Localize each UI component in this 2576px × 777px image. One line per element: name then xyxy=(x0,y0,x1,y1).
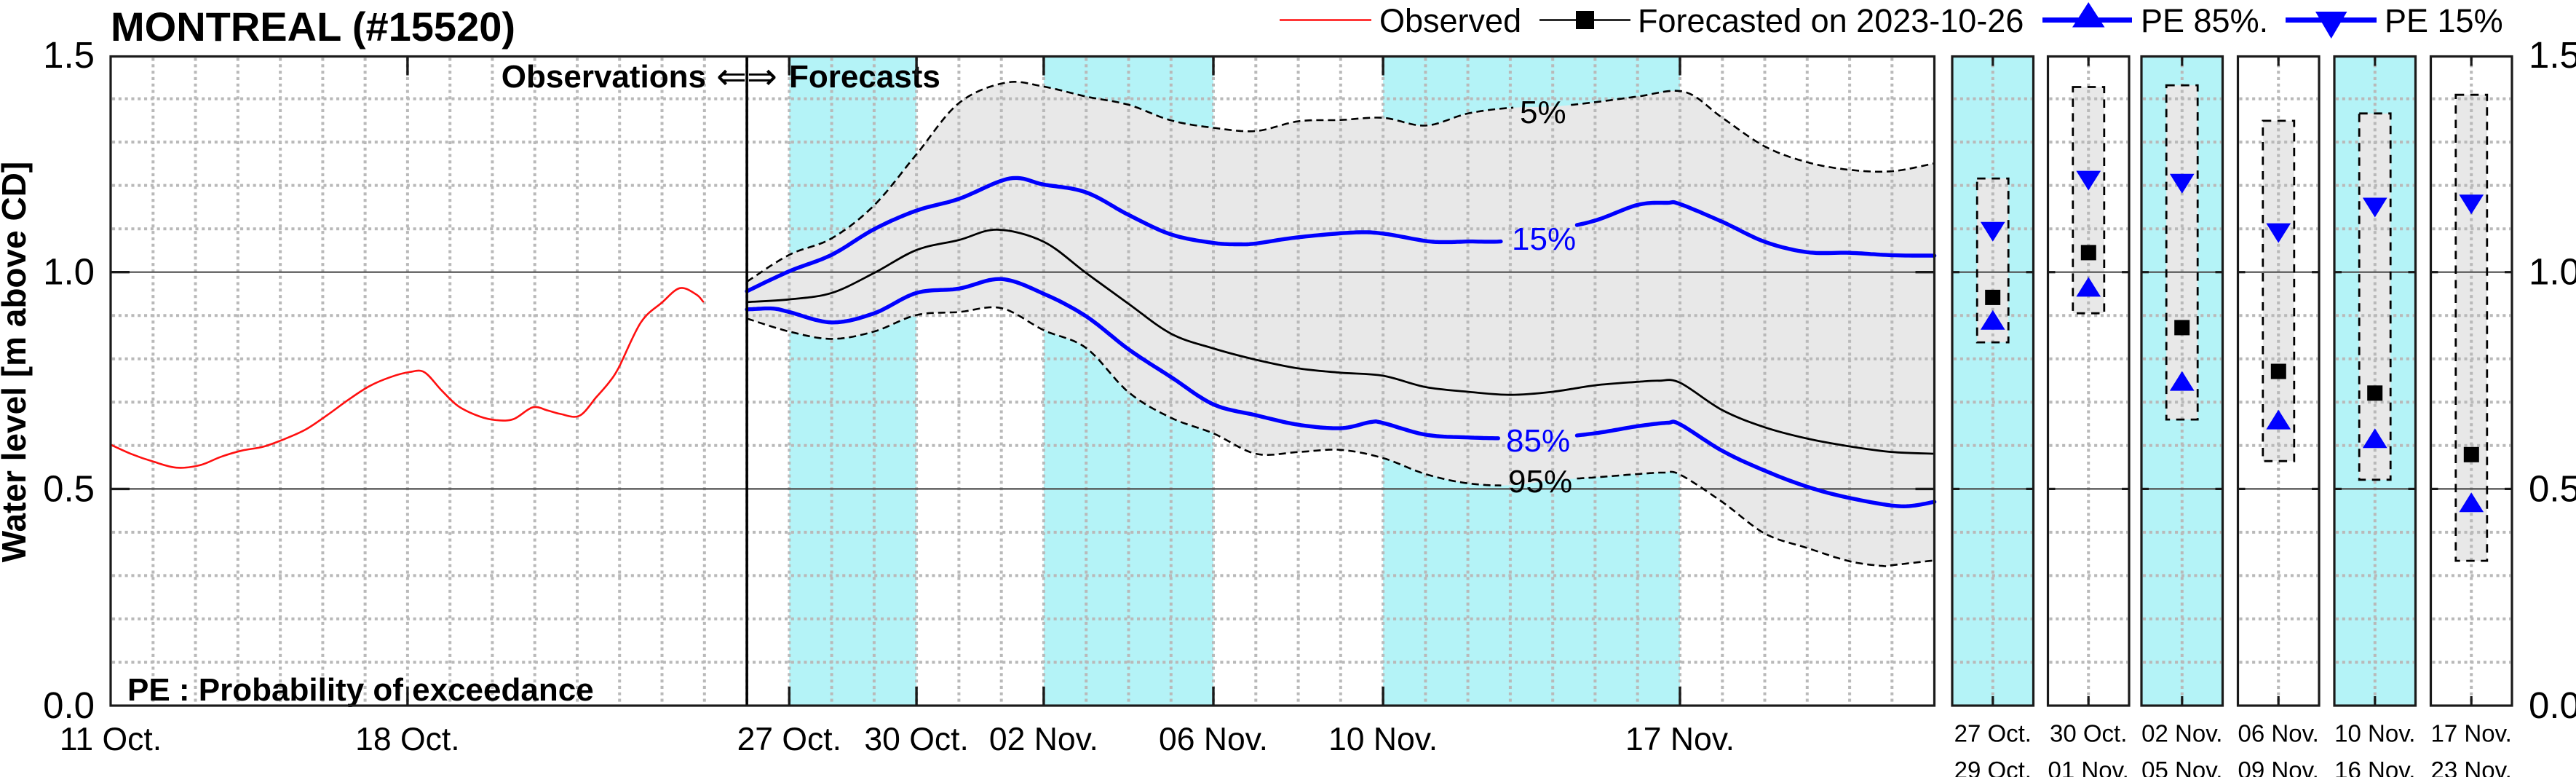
svg-text:11 Oct.: 11 Oct. xyxy=(60,722,162,757)
svg-text:PE : Probability of exceedance: PE : Probability of exceedance xyxy=(127,672,594,708)
svg-text:02 Nov.: 02 Nov. xyxy=(2141,720,2222,747)
svg-text:1.5: 1.5 xyxy=(2529,34,2576,76)
svg-text:30 Oct.: 30 Oct. xyxy=(864,722,968,757)
svg-text:27 Oct.: 27 Oct. xyxy=(1954,720,2032,747)
svg-text:⇒: ⇒ xyxy=(747,56,777,97)
svg-text:PE 85%.: PE 85%. xyxy=(2141,2,2268,39)
svg-text:PE 15%: PE 15% xyxy=(2385,2,2503,39)
svg-text:1.5: 1.5 xyxy=(43,34,95,76)
svg-text:05 Nov.: 05 Nov. xyxy=(2141,757,2222,777)
svg-text:0.5: 0.5 xyxy=(43,468,95,509)
svg-text:17 Nov.: 17 Nov. xyxy=(1625,722,1735,757)
svg-text:1.0: 1.0 xyxy=(2529,251,2576,293)
svg-text:15%: 15% xyxy=(1512,221,1576,257)
svg-text:16 Nov.: 16 Nov. xyxy=(2334,757,2415,777)
svg-text:0.0: 0.0 xyxy=(43,685,95,726)
svg-text:5%: 5% xyxy=(1520,95,1566,130)
svg-text:29 Oct.: 29 Oct. xyxy=(1954,757,2032,777)
svg-text:85%: 85% xyxy=(1506,423,1570,459)
svg-text:Observed: Observed xyxy=(1379,2,1521,39)
svg-text:Water level [m above CD]: Water level [m above CD] xyxy=(0,162,33,562)
svg-text:10 Nov.: 10 Nov. xyxy=(1328,722,1438,757)
svg-text:Forecasts: Forecasts xyxy=(789,59,940,95)
svg-text:27 Oct.: 27 Oct. xyxy=(737,722,841,757)
svg-text:18 Oct.: 18 Oct. xyxy=(355,722,459,757)
svg-text:10 Nov.: 10 Nov. xyxy=(2334,720,2415,747)
svg-text:17 Nov.: 17 Nov. xyxy=(2431,720,2512,747)
svg-text:⇐: ⇐ xyxy=(716,56,747,97)
svg-text:01 Nov.: 01 Nov. xyxy=(2048,757,2129,777)
svg-text:0.5: 0.5 xyxy=(2529,468,2576,509)
svg-text:1.0: 1.0 xyxy=(43,251,95,293)
svg-text:06 Nov.: 06 Nov. xyxy=(2238,720,2319,747)
svg-text:Observations: Observations xyxy=(502,59,706,95)
svg-text:09 Nov.: 09 Nov. xyxy=(2238,757,2319,777)
svg-text:02 Nov.: 02 Nov. xyxy=(989,722,1098,757)
svg-text:MONTREAL (#15520): MONTREAL (#15520) xyxy=(111,4,515,50)
svg-text:0.0: 0.0 xyxy=(2529,685,2576,726)
svg-text:06 Nov.: 06 Nov. xyxy=(1159,722,1268,757)
svg-text:95%: 95% xyxy=(1508,464,1572,500)
svg-text:Forecasted on 2023-10-26: Forecasted on 2023-10-26 xyxy=(1638,2,2024,39)
svg-text:23 Nov.: 23 Nov. xyxy=(2431,757,2512,777)
svg-text:30 Oct.: 30 Oct. xyxy=(2050,720,2127,747)
